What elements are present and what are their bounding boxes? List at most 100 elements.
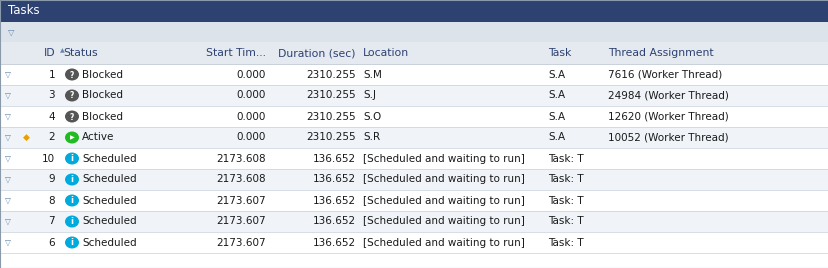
Text: [Scheduled and waiting to run]: [Scheduled and waiting to run] bbox=[363, 174, 524, 184]
Text: i: i bbox=[70, 175, 74, 184]
Ellipse shape bbox=[65, 110, 79, 122]
Text: Task: Task bbox=[547, 48, 570, 58]
Text: ID: ID bbox=[45, 48, 56, 58]
Text: ▽: ▽ bbox=[5, 217, 11, 226]
Text: Scheduled: Scheduled bbox=[82, 154, 137, 163]
Text: 10: 10 bbox=[42, 154, 55, 163]
Bar bbox=[0, 106, 828, 127]
Text: 4: 4 bbox=[48, 111, 55, 121]
Bar bbox=[0, 22, 828, 42]
Text: 8: 8 bbox=[48, 195, 55, 206]
Text: 0.000: 0.000 bbox=[236, 91, 266, 100]
Text: S.R: S.R bbox=[363, 132, 380, 143]
Bar bbox=[0, 211, 828, 232]
Text: ▽: ▽ bbox=[5, 112, 11, 121]
Text: [Scheduled and waiting to run]: [Scheduled and waiting to run] bbox=[363, 154, 524, 163]
Text: S.J: S.J bbox=[363, 91, 376, 100]
Text: ▽: ▽ bbox=[5, 238, 11, 247]
Text: 7616 (Worker Thread): 7616 (Worker Thread) bbox=[607, 69, 721, 80]
Text: Scheduled: Scheduled bbox=[82, 195, 137, 206]
Text: Scheduled: Scheduled bbox=[82, 174, 137, 184]
Text: i: i bbox=[70, 217, 74, 226]
Text: 7: 7 bbox=[48, 217, 55, 226]
Text: S.A: S.A bbox=[547, 69, 565, 80]
Text: Active: Active bbox=[82, 132, 114, 143]
Text: 0.000: 0.000 bbox=[236, 69, 266, 80]
Text: 136.652: 136.652 bbox=[312, 154, 355, 163]
Text: 2310.255: 2310.255 bbox=[306, 91, 355, 100]
Ellipse shape bbox=[65, 236, 79, 248]
Text: i: i bbox=[70, 154, 74, 163]
Bar bbox=[0, 148, 828, 169]
Text: S.M: S.M bbox=[363, 69, 382, 80]
Text: i: i bbox=[70, 238, 74, 247]
Ellipse shape bbox=[65, 90, 79, 102]
Text: ▽: ▽ bbox=[5, 175, 11, 184]
Text: ▽: ▽ bbox=[5, 196, 11, 205]
Text: Blocked: Blocked bbox=[82, 69, 123, 80]
Text: S.A: S.A bbox=[547, 91, 565, 100]
Text: 2173.607: 2173.607 bbox=[216, 217, 266, 226]
Text: 6: 6 bbox=[48, 237, 55, 248]
Text: 136.652: 136.652 bbox=[312, 237, 355, 248]
Text: ?: ? bbox=[70, 70, 74, 80]
Text: Start Tim...: Start Tim... bbox=[205, 48, 266, 58]
Text: Tasks: Tasks bbox=[8, 5, 40, 17]
Text: ▽: ▽ bbox=[5, 154, 11, 163]
Text: ?: ? bbox=[70, 91, 74, 100]
Text: Thread Assignment: Thread Assignment bbox=[607, 48, 713, 58]
Text: S.O: S.O bbox=[363, 111, 381, 121]
Bar bbox=[0, 127, 828, 148]
Text: 12620 (Worker Thread): 12620 (Worker Thread) bbox=[607, 111, 728, 121]
Text: Task: T: Task: T bbox=[547, 237, 583, 248]
Text: 1: 1 bbox=[48, 69, 55, 80]
Text: ▶: ▶ bbox=[70, 135, 75, 140]
Text: Blocked: Blocked bbox=[82, 111, 123, 121]
Text: ▲: ▲ bbox=[58, 49, 65, 54]
Text: ▽: ▽ bbox=[8, 28, 14, 36]
Bar bbox=[0, 190, 828, 211]
Text: 2: 2 bbox=[48, 132, 55, 143]
Text: 0.000: 0.000 bbox=[236, 111, 266, 121]
Text: 2173.607: 2173.607 bbox=[216, 237, 266, 248]
Text: [Scheduled and waiting to run]: [Scheduled and waiting to run] bbox=[363, 195, 524, 206]
Text: ▽: ▽ bbox=[5, 133, 11, 142]
Text: 24984 (Worker Thread): 24984 (Worker Thread) bbox=[607, 91, 728, 100]
Text: ▽: ▽ bbox=[5, 70, 11, 79]
Bar bbox=[0, 232, 828, 253]
Ellipse shape bbox=[65, 173, 79, 185]
Text: Blocked: Blocked bbox=[82, 91, 123, 100]
Text: S.A: S.A bbox=[547, 132, 565, 143]
Text: 2310.255: 2310.255 bbox=[306, 69, 355, 80]
Text: Status: Status bbox=[63, 48, 98, 58]
Text: S.A: S.A bbox=[547, 111, 565, 121]
Text: Task: T: Task: T bbox=[547, 195, 583, 206]
Bar bbox=[0, 42, 828, 64]
Text: 10052 (Worker Thread): 10052 (Worker Thread) bbox=[607, 132, 728, 143]
Text: ▽: ▽ bbox=[5, 91, 11, 100]
Text: Location: Location bbox=[363, 48, 409, 58]
Text: Duration (sec): Duration (sec) bbox=[278, 48, 355, 58]
Text: 2310.255: 2310.255 bbox=[306, 132, 355, 143]
Text: [Scheduled and waiting to run]: [Scheduled and waiting to run] bbox=[363, 217, 524, 226]
Text: 136.652: 136.652 bbox=[312, 217, 355, 226]
Text: Scheduled: Scheduled bbox=[82, 237, 137, 248]
Bar bbox=[0, 169, 828, 190]
Ellipse shape bbox=[65, 215, 79, 228]
Text: ◆: ◆ bbox=[23, 133, 30, 142]
Text: 2173.607: 2173.607 bbox=[216, 195, 266, 206]
Ellipse shape bbox=[65, 152, 79, 165]
Text: 3: 3 bbox=[48, 91, 55, 100]
Bar bbox=[0, 0, 828, 22]
Text: Task: T: Task: T bbox=[547, 174, 583, 184]
Text: 2173.608: 2173.608 bbox=[216, 154, 266, 163]
Bar bbox=[0, 64, 828, 85]
Text: Task: T: Task: T bbox=[547, 154, 583, 163]
Ellipse shape bbox=[65, 132, 79, 143]
Text: 136.652: 136.652 bbox=[312, 195, 355, 206]
Text: Scheduled: Scheduled bbox=[82, 217, 137, 226]
Text: 136.652: 136.652 bbox=[312, 174, 355, 184]
Text: 2173.608: 2173.608 bbox=[216, 174, 266, 184]
Text: Task: T: Task: T bbox=[547, 217, 583, 226]
Text: i: i bbox=[70, 196, 74, 205]
